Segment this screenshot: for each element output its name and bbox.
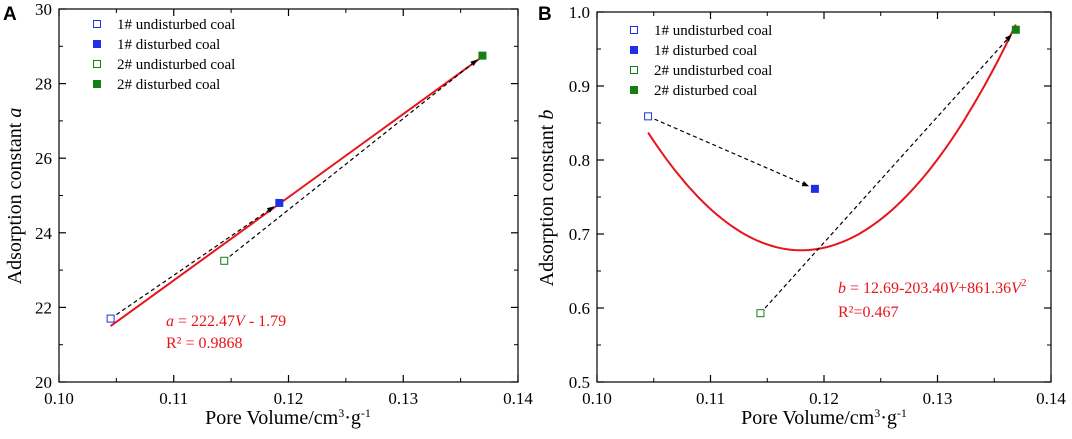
y-tick-label: 0.8 [569, 151, 590, 170]
fit-line-b-group [647, 24, 1017, 252]
legend-marker [93, 60, 101, 68]
fit-line-a-group [110, 55, 483, 327]
x-axis-label-b: Pore Volume/cm3·g-1 [741, 406, 907, 429]
x-tick-label: 0.13 [388, 389, 418, 408]
legend-label: 2# disturbed coal [654, 83, 757, 99]
fit-r2-a: R² = 0.9868 [166, 335, 243, 352]
y-tick-label: 0.6 [569, 299, 590, 318]
data-point-1-disturbed-coal [275, 198, 284, 207]
legend-label: 1# disturbed coal [654, 43, 757, 59]
x-tick-label: 0.11 [159, 389, 188, 408]
data-point-1-disturbed-coal [810, 184, 819, 193]
data-point-2-undisturbed-coal [756, 309, 765, 318]
x-axis-label-a: Pore Volume/cm3·g-1 [205, 406, 371, 429]
y-tick-label: 1.0 [569, 3, 590, 22]
legend-label: 2# undisturbed coal [117, 57, 235, 73]
legend-b: 1# undisturbed coal 1# disturbed coal 2# u… [630, 23, 772, 99]
y-axis-label-a: Adsorption constant a [4, 108, 26, 285]
data-point-1-undisturbed-coal [106, 314, 115, 323]
x-tick-label: 0.10 [582, 389, 612, 408]
x-tick-label: 0.12 [274, 389, 304, 408]
legend-marker [630, 26, 638, 34]
x-tick-label: 0.13 [923, 389, 953, 408]
legend-a: 1# undisturbed coal 1# disturbed coal 2# u… [93, 17, 235, 93]
legend-marker [93, 80, 101, 88]
x-tick-label: 0.12 [809, 389, 839, 408]
legend-label: 1# undisturbed coal [117, 17, 235, 33]
y-tick-label: 0.7 [569, 225, 591, 244]
points-a-group [106, 51, 487, 323]
points-b-group [644, 25, 1020, 318]
y-tick-label: 24 [35, 224, 53, 243]
legend-marker [93, 20, 101, 28]
fit-curve [110, 55, 483, 327]
y-tick-label: 30 [35, 0, 52, 19]
legend-label: 1# disturbed coal [117, 37, 220, 53]
data-point-2-disturbed-coal [478, 51, 487, 60]
panel-b: B 0.10 0.11 0.12 0.13 0.14 0.5 0.6 0.7 0.8 0.9 1.0… [536, 3, 1066, 429]
y-tick-label: 28 [35, 75, 52, 94]
ticks-b-group: 0.10 0.11 0.12 0.13 0.14 0.5 0.6 0.7 0.8 0.9 1.0 [569, 3, 1067, 408]
trend-arrow [229, 59, 478, 257]
legend-label: 2# disturbed coal [117, 77, 220, 93]
legend-marker [93, 40, 101, 48]
fit-equation-b: b = 12.69-203.40V+861.36V2 [838, 277, 1026, 297]
y-tick-label: 26 [35, 149, 52, 168]
fit-equation-a: a = 222.47V - 1.79 [166, 313, 286, 330]
y-tick-label: 22 [35, 298, 52, 317]
x-tick-label: 0.14 [503, 389, 533, 408]
panel-a-label: A [3, 4, 17, 25]
panel-a: A 0.10 0.11 0.12 0.13 0.14 20 22 24 26 28 30 Pore … [3, 0, 533, 429]
ticks-a-group: 0.10 0.11 0.12 0.13 0.14 20 22 24 26 28 30 [35, 0, 533, 408]
y-tick-label: 0.9 [569, 77, 590, 96]
y-tick-label: 0.5 [569, 373, 590, 392]
x-tick-label: 0.14 [1036, 389, 1066, 408]
trend-arrow [654, 118, 810, 187]
data-point-2-undisturbed-coal [220, 256, 229, 265]
trend-arrow [764, 34, 1012, 309]
legend-marker [630, 66, 638, 74]
x-tick-label: 0.11 [696, 389, 725, 408]
legend-marker [630, 46, 638, 54]
arrows-b-group [654, 34, 1012, 309]
legend-label: 2# undisturbed coal [654, 63, 772, 79]
fit-r2-b: R²=0.467 [838, 304, 899, 321]
data-point-2-disturbed-coal [1011, 25, 1020, 34]
legend-label: 1# undisturbed coal [654, 23, 772, 39]
panel-b-label: B [538, 4, 552, 25]
y-axis-label-b: Adsorption constant b [536, 110, 558, 287]
fit-curve [647, 24, 1017, 252]
legend-marker [630, 86, 638, 94]
y-tick-label: 20 [35, 373, 52, 392]
arrows-a-group [116, 59, 478, 316]
data-point-1-undisturbed-coal [644, 112, 653, 121]
x-tick-label: 0.10 [44, 389, 74, 408]
trend-arrow [116, 206, 275, 316]
